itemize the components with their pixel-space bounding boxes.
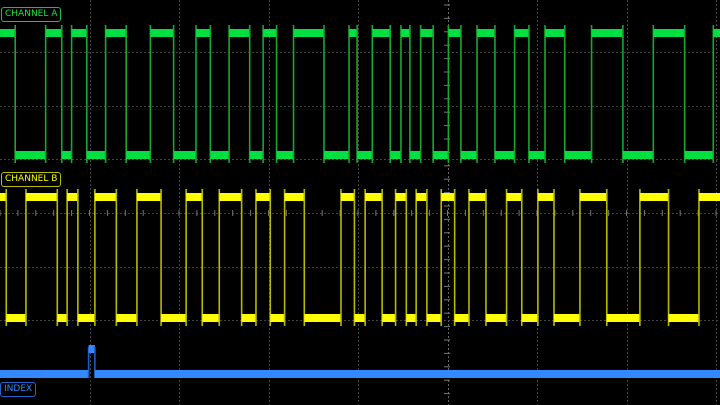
trace-segment-a: [293, 29, 324, 37]
trace-segment-b: [161, 314, 187, 322]
trace-segment-a: [420, 29, 434, 37]
trace-segment-a: [323, 151, 350, 159]
trace-segment-a: [105, 29, 127, 37]
trace-segment-a: [173, 151, 196, 159]
trace-segment-b: [67, 193, 78, 201]
trace-segment-a: [210, 151, 230, 159]
trace-segment-b: [0, 193, 7, 201]
trace-segment-a: [61, 151, 72, 159]
trace-segment-b: [506, 193, 522, 201]
trace-segment-b: [241, 314, 256, 322]
trace-segment-a: [86, 151, 106, 159]
trace-segment-a: [684, 151, 714, 159]
trace-segment-a: [622, 151, 654, 159]
trace-segment-a: [591, 29, 623, 37]
trace-segment-b: [365, 193, 383, 201]
trace-segment-b: [202, 314, 220, 322]
trace-segment-a: [150, 29, 174, 37]
trace-segment-a: [448, 29, 461, 37]
trace-segment-a: [494, 151, 515, 159]
trace-segment-b: [553, 314, 580, 322]
trace-segment-b: [94, 193, 117, 201]
trace-segment-b: [454, 314, 469, 322]
trace-segment-b: [136, 193, 162, 201]
trace-segment-b: [382, 314, 396, 322]
trace-segment-a: [0, 29, 16, 37]
trace-segment-a: [460, 151, 478, 159]
trace-segment-b: [270, 314, 285, 322]
trace-segment-a: [713, 29, 720, 37]
trace-segment-a: [372, 29, 391, 37]
trace-segment-b: [354, 314, 366, 322]
trace-segment-b: [537, 193, 554, 201]
trace-segment-index: [88, 345, 95, 353]
trace-segment-b: [116, 314, 137, 322]
trace-segment-b: [579, 193, 607, 201]
trace-segment-a: [514, 29, 529, 37]
trace-segment-a: [400, 29, 410, 37]
trace-segment-b: [284, 193, 305, 201]
trace-segment-a: [528, 151, 546, 159]
trace-segment-index: [94, 370, 720, 378]
trace-segment-b: [485, 314, 507, 322]
trace-segment-b: [25, 193, 58, 201]
trace-segment-b: [6, 314, 26, 322]
trace-segment-b: [304, 314, 341, 322]
trace-segment-b: [186, 193, 203, 201]
trace-segment-b: [219, 193, 242, 201]
trace-segment-b: [698, 193, 720, 201]
trace-segment-a: [45, 29, 62, 37]
trace-segment-a: [276, 151, 294, 159]
trace-segment-a: [653, 29, 685, 37]
channel-a-label[interactable]: CHANNEL A: [1, 7, 62, 22]
trace-segment-a: [390, 151, 401, 159]
trace-segment-b: [668, 314, 699, 322]
trace-segment-a: [349, 29, 358, 37]
trace-segment-b: [395, 193, 407, 201]
trace-segment-a: [195, 29, 211, 37]
trace-segment-a: [409, 151, 421, 159]
channel-b-label[interactable]: CHANNEL B: [1, 172, 62, 187]
trace-segment-a: [71, 29, 87, 37]
trace-segment-a: [357, 151, 373, 159]
trace-segment-index: [0, 370, 89, 378]
trace-segment-a: [477, 29, 495, 37]
trace-segment-b: [639, 193, 669, 201]
trace-segment-b: [340, 193, 355, 201]
trace-segment-b: [416, 193, 427, 201]
trace-segment-b: [521, 314, 538, 322]
trace-segment-b: [406, 314, 417, 322]
index-label[interactable]: INDEX: [0, 382, 37, 397]
trace-segment-a: [545, 29, 565, 37]
trace-segment-a: [263, 29, 277, 37]
trace-segment-a: [249, 151, 264, 159]
trace-segment-a: [15, 151, 46, 159]
trace-segment-b: [77, 314, 95, 322]
trace-segment-a: [564, 151, 592, 159]
trace-segment-b: [426, 314, 442, 322]
trace-segment-b: [468, 193, 486, 201]
trace-segment-a: [229, 29, 250, 37]
trace-segment-b: [57, 314, 68, 322]
trace-segment-b: [255, 193, 271, 201]
trace-segment-b: [441, 193, 455, 201]
trace-segment-a: [433, 151, 449, 159]
trace-segment-a: [126, 151, 151, 159]
trace-segment-b: [606, 314, 640, 322]
